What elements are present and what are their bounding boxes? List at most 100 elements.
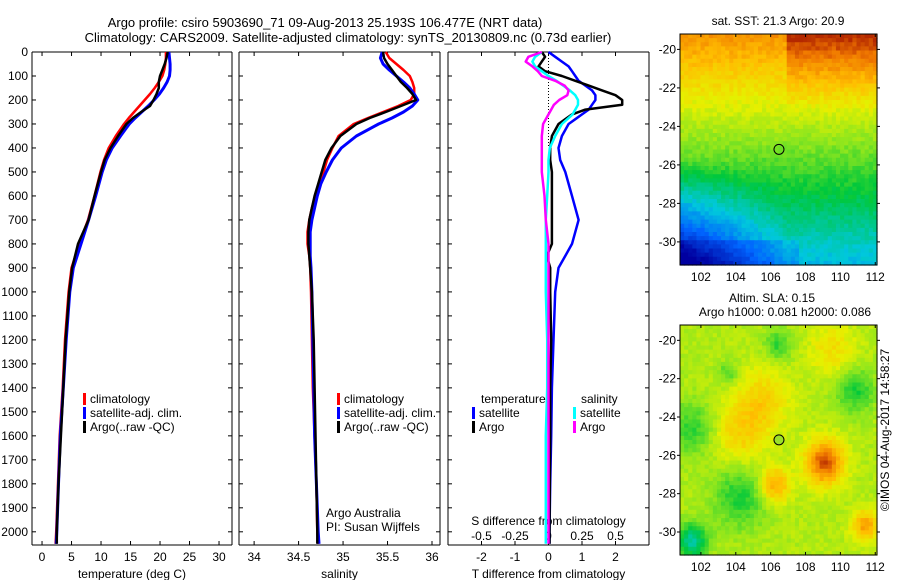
- map-cell: [844, 219, 849, 225]
- map-cell: [680, 223, 685, 229]
- map-cell: [782, 337, 788, 343]
- map-cell: [745, 345, 751, 351]
- map-cell: [835, 460, 841, 466]
- map-cell: [848, 34, 853, 39]
- map-cell: [848, 427, 853, 433]
- y-tick-label: 1400: [1, 381, 28, 395]
- map-cell: [733, 390, 739, 396]
- map-cell: [872, 476, 878, 482]
- map-cell: [848, 411, 853, 416]
- map-cell: [786, 423, 792, 429]
- map-cell: [782, 444, 788, 449]
- map-cell: [860, 398, 866, 404]
- map-cell: [778, 62, 784, 68]
- map-cell: [827, 256, 833, 262]
- map-cell: [786, 427, 792, 433]
- map-cell: [803, 366, 808, 371]
- map-cell: [737, 133, 743, 138]
- map-cell: [688, 378, 693, 384]
- map-cell: [729, 403, 734, 408]
- map-cell: [807, 170, 812, 175]
- map-cell: [840, 493, 845, 499]
- map-cell: [737, 203, 743, 208]
- map-cell: [684, 415, 689, 421]
- legend-swatch: [337, 407, 340, 419]
- map-cell: [819, 153, 825, 159]
- map-cell: [860, 260, 866, 266]
- map-cell: [848, 46, 853, 52]
- map-cell: [680, 186, 685, 192]
- map-cell: [757, 349, 763, 355]
- map-cell: [741, 419, 747, 425]
- map-cell: [823, 357, 829, 363]
- map-cell: [708, 112, 714, 118]
- map-cell: [860, 394, 866, 400]
- map-cell: [831, 207, 837, 212]
- map-cell: [692, 149, 698, 155]
- map-cell: [840, 374, 845, 379]
- map-cell: [741, 137, 747, 142]
- map-cell: [733, 403, 739, 408]
- map-cell: [708, 448, 714, 453]
- map-cell: [704, 87, 710, 93]
- map-cell: [831, 460, 837, 466]
- map-cell: [799, 476, 804, 482]
- map-cell: [807, 161, 812, 167]
- map-cell: [712, 83, 718, 89]
- map-cell: [684, 452, 689, 458]
- map-cell: [696, 211, 702, 217]
- map-cell: [778, 54, 784, 60]
- map-cell: [778, 407, 784, 412]
- map-cell: [848, 71, 853, 76]
- map-cell: [700, 349, 706, 355]
- map-cell: [708, 104, 714, 109]
- map-cell: [827, 460, 833, 466]
- map-cell: [688, 223, 693, 229]
- map-cell: [872, 444, 878, 449]
- map-cell: [716, 141, 722, 146]
- map-cell: [692, 42, 698, 47]
- map-cell: [712, 403, 718, 408]
- map-cell: [827, 199, 833, 204]
- map-cell: [872, 194, 878, 200]
- map-cell: [716, 58, 722, 64]
- map-cell: [700, 157, 706, 163]
- map-cell: [831, 157, 837, 163]
- map-cell: [770, 333, 775, 338]
- map-cell: [856, 333, 862, 338]
- map-cell: [790, 390, 796, 396]
- map-cell: [729, 232, 734, 237]
- map-cell: [725, 62, 730, 68]
- map-cell: [835, 91, 841, 97]
- map-cell: [864, 260, 870, 266]
- map-cell: [840, 141, 845, 146]
- map-cell: [708, 349, 714, 355]
- map-cell: [856, 153, 862, 159]
- map-cell: [741, 361, 747, 367]
- map-cell: [762, 431, 767, 437]
- map-cell: [700, 219, 706, 225]
- map-cell: [823, 431, 829, 437]
- map-cell: [856, 489, 862, 494]
- map-cell: [786, 170, 792, 175]
- map-cell: [716, 149, 722, 155]
- map-cell: [770, 329, 775, 334]
- map-cell: [852, 398, 858, 404]
- map-cell: [700, 112, 706, 118]
- map-cell: [716, 166, 722, 171]
- legend-label: climatology: [90, 392, 150, 406]
- map-cell: [774, 42, 780, 47]
- map-cell: [844, 403, 849, 408]
- map-cell: [786, 386, 792, 392]
- map-cell: [868, 161, 874, 167]
- map-cell: [766, 223, 771, 229]
- map-cell: [819, 178, 825, 184]
- map-cell: [688, 219, 693, 225]
- map-cell: [716, 157, 722, 163]
- map-cell: [852, 382, 858, 388]
- map-cell: [872, 431, 878, 437]
- map-cell: [721, 223, 726, 229]
- map-cell: [803, 390, 808, 396]
- map-cell: [716, 464, 722, 470]
- map-cell: [799, 353, 804, 359]
